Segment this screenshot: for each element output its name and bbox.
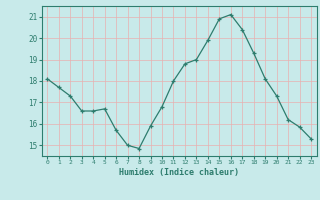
X-axis label: Humidex (Indice chaleur): Humidex (Indice chaleur): [119, 168, 239, 177]
